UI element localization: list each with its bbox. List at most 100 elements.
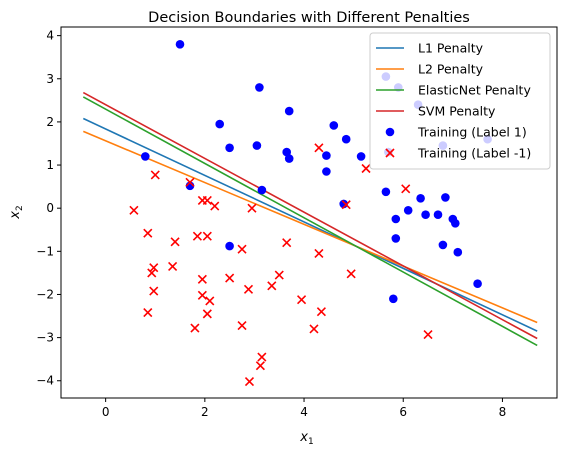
boundary-line-0 xyxy=(82,117,538,332)
legend: L1 Penalty L2 Penalty ElasticNet Penalty SV… xyxy=(369,32,551,170)
point-label-neg-4 xyxy=(202,195,212,205)
y-tick-label-5: 1 xyxy=(46,158,54,172)
point-label-pos-31 xyxy=(451,219,460,228)
point-label-pos-12 xyxy=(329,121,339,130)
point-label-pos-5 xyxy=(282,147,292,157)
point-label-pos-27 xyxy=(433,210,443,219)
point-label-neg-23 xyxy=(197,290,207,300)
point-label-neg-39 xyxy=(244,377,255,387)
boundary-line-1 xyxy=(82,130,538,324)
point-label-pos-1 xyxy=(255,83,264,92)
legend-label: Training (Label 1) xyxy=(417,125,527,140)
point-label-neg-6 xyxy=(247,203,257,213)
point-label-neg-37 xyxy=(257,352,267,362)
point-label-neg-17 xyxy=(314,248,324,259)
point-label-neg-36 xyxy=(237,320,247,331)
y-axis-label-sub: 2 xyxy=(15,205,25,211)
legend-x-swatch xyxy=(385,148,395,158)
point-label-neg-24 xyxy=(205,296,215,306)
plot-data-layer xyxy=(82,40,538,387)
point-label-neg-31 xyxy=(316,307,326,317)
point-label-pos-2 xyxy=(215,119,224,129)
point-label-neg-14 xyxy=(361,163,371,174)
point-label-pos-33 xyxy=(438,240,448,250)
x-tick-label-2: 4 xyxy=(300,405,308,419)
legend-circle-swatch xyxy=(385,127,395,137)
point-label-neg-18 xyxy=(149,263,159,273)
legend-entry-5: Training (Label -1) xyxy=(385,146,531,161)
point-label-pos-24 xyxy=(416,194,425,203)
point-label-pos-23 xyxy=(381,187,391,197)
point-label-neg-38 xyxy=(255,361,265,371)
point-label-pos-11 xyxy=(322,151,331,160)
point-label-pos-8 xyxy=(141,152,150,161)
point-label-neg-40 xyxy=(423,330,433,340)
y-tick-label-2: −2 xyxy=(36,287,54,301)
y-tick-label-1: −3 xyxy=(36,331,54,345)
y-tick-label-7: 3 xyxy=(46,72,54,86)
legend-label: Training (Label -1) xyxy=(417,146,531,161)
point-label-neg-27 xyxy=(243,284,254,294)
y-tick-label-0: −4 xyxy=(36,374,54,388)
legend-entry-4: Training (Label 1) xyxy=(385,125,527,140)
legend-label: L2 Penalty xyxy=(418,62,484,77)
point-label-neg-15 xyxy=(401,184,411,194)
point-label-neg-28 xyxy=(267,281,277,291)
point-label-pos-15 xyxy=(322,167,331,176)
point-label-neg-20 xyxy=(168,261,178,271)
point-label-pos-14 xyxy=(356,152,366,161)
point-label-neg-29 xyxy=(274,270,284,280)
y-tick-label-8: 4 xyxy=(46,29,54,43)
point-label-neg-30 xyxy=(296,295,307,305)
y-axis-label: x2 xyxy=(8,205,25,219)
point-label-pos-3 xyxy=(225,143,234,153)
legend-entry-1: L2 Penalty xyxy=(376,62,484,77)
point-label-neg-21 xyxy=(149,286,159,296)
point-label-pos-36 xyxy=(473,279,482,289)
point-label-neg-9 xyxy=(192,231,202,241)
legend-label: L1 Penalty xyxy=(418,41,484,56)
point-label-pos-25 xyxy=(403,206,413,215)
point-label-neg-10 xyxy=(202,231,212,241)
chart-title: Decision Boundaries with Different Penal… xyxy=(148,10,470,26)
point-label-pos-32 xyxy=(391,234,401,243)
x-tick-label-1: 2 xyxy=(201,405,209,419)
x-axis-label-main: x xyxy=(299,430,308,445)
plot-frame xyxy=(60,26,558,399)
legend-entry-3: SVM Penalty xyxy=(376,104,496,119)
legend-entry-2: ElasticNet Penalty xyxy=(376,83,531,98)
point-label-pos-35 xyxy=(225,241,234,251)
point-label-pos-10 xyxy=(257,185,267,195)
x-axis-label-sub: 1 xyxy=(308,437,314,447)
point-label-pos-29 xyxy=(391,214,401,224)
point-label-neg-34 xyxy=(143,308,153,318)
x-tick-label-4: 8 xyxy=(499,405,507,419)
y-tick-label-4: 0 xyxy=(46,201,54,215)
point-label-neg-22 xyxy=(197,274,207,284)
point-label-neg-7 xyxy=(143,228,153,238)
point-label-pos-34 xyxy=(453,247,463,257)
point-label-pos-0 xyxy=(175,40,185,49)
point-label-pos-4 xyxy=(252,141,262,150)
point-label-neg-32 xyxy=(309,324,319,334)
point-label-neg-35 xyxy=(190,323,200,333)
y-tick-label-6: 2 xyxy=(46,115,54,129)
point-label-neg-5 xyxy=(210,201,220,211)
point-label-neg-0 xyxy=(129,205,139,215)
point-label-pos-13 xyxy=(341,134,351,144)
legend-box xyxy=(369,32,551,170)
point-label-neg-1 xyxy=(150,170,160,180)
boundary-line-2 xyxy=(82,96,538,347)
x-tick-label-0: 0 xyxy=(102,405,110,419)
point-label-neg-12 xyxy=(282,238,292,248)
legend-entry-0: L1 Penalty xyxy=(376,41,484,56)
boundary-line-3 xyxy=(82,91,538,340)
point-label-neg-13 xyxy=(314,143,324,153)
point-label-neg-16 xyxy=(341,200,351,210)
y-tick-label-3: −1 xyxy=(36,244,54,258)
point-label-pos-37 xyxy=(389,294,398,304)
point-label-pos-28 xyxy=(441,193,450,202)
point-label-neg-2 xyxy=(185,177,195,187)
y-axis-ticks: −4 −3 −2 −1 0 1 2 3 4 xyxy=(36,29,61,388)
